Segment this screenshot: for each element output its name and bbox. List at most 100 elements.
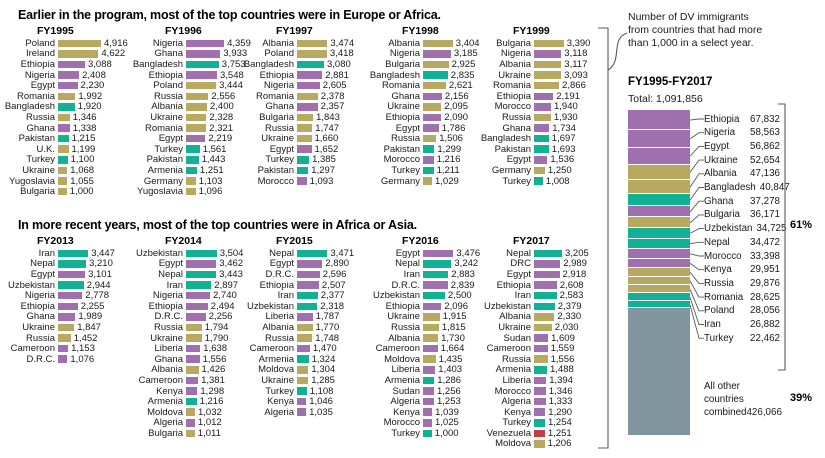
country-bar [186, 39, 225, 48]
country-label: Algeria [390, 396, 420, 408]
bar-row: Poland 3,444 [128, 80, 242, 91]
country-value: 1,076 [70, 353, 95, 365]
country-label: Cameroon [138, 374, 183, 386]
bar-row: Ethiopia 3,088 [0, 59, 128, 70]
country-bar [58, 323, 75, 332]
bar-row: Bulgaria 2,925 [365, 59, 476, 70]
country-bar [186, 291, 210, 300]
country-value: 1,664 [440, 343, 465, 355]
stack-segment-ukraine [628, 164, 690, 181]
country-bar [58, 249, 89, 258]
country-value: 1,100 [70, 154, 95, 166]
bar-row: Uzbekistan 2,379 [476, 301, 592, 312]
chart-fy2017: FY2017 Nepal 3,205 DRC 2,989 Egypt 2,918 Ethiop… [476, 235, 592, 449]
country-bar [297, 376, 309, 385]
country-value: 1,000 [434, 427, 459, 439]
bar-row: Nigeria 2,605 [239, 80, 365, 91]
country-value: 1,940 [554, 101, 578, 113]
country-label: Uzbekistan [373, 290, 420, 302]
bar-row: Ghana 1,338 [0, 123, 128, 134]
country-bar [423, 344, 438, 353]
country-value: 1,346 [72, 111, 97, 123]
chart-fy1995: FY1995 Poland 4,916 Ireland 4,622 Ethiopia 3,0… [0, 25, 128, 197]
country-value: 3,548 [220, 69, 244, 81]
country-value: 3,242 [454, 258, 479, 270]
country-value: 1,253 [437, 396, 461, 408]
country-value: 1,032 [198, 406, 222, 418]
country-bar [58, 344, 69, 353]
country-bar [58, 60, 85, 69]
bar-row: Bulgaria 3,390 [476, 38, 592, 49]
bar-row: Moldova 1,032 [128, 407, 239, 418]
country-value: 1,216 [199, 396, 224, 408]
country-label: Uzbekistan [484, 300, 531, 312]
stack-label-row: Ukraine 52,654 [704, 154, 780, 166]
country-value: 2,377 [320, 290, 345, 302]
bar-row: Egypt 3,476 [365, 248, 480, 259]
country-value: 3,474 [330, 37, 355, 49]
country-bar [297, 156, 310, 164]
bar-row: Ethiopia 2,191 [476, 91, 592, 102]
bar-row: Albania 1,770 [239, 322, 365, 333]
bar-row: Ethiopia 2,255 [0, 301, 128, 312]
country-label: Albania [388, 37, 420, 49]
country-bar [423, 323, 439, 332]
country-value: 1,660 [314, 133, 339, 145]
country-value: 1,748 [315, 332, 340, 344]
stack-country-label: Poland [704, 305, 735, 317]
stack-label-row: Poland 28,056 [704, 305, 780, 317]
bar-row: Morocco 1,940 [476, 101, 592, 113]
bar-row: Iran 2,377 [239, 290, 365, 301]
annotation-line: than 1,000 in a select year. [628, 37, 754, 49]
country-value: 3,476 [456, 247, 481, 259]
country-label: Armenia [147, 396, 183, 408]
chart-fy2014: FY2014 Uzbekistan 3,504 Egypt 3,462 Nepal 3,44… [128, 235, 243, 439]
country-value: 1,093 [309, 175, 334, 187]
country-value: 1,068 [70, 164, 95, 176]
country-bar [58, 71, 80, 79]
summary-period-label: FY1995-FY2017 [628, 76, 713, 88]
country-label: Turkey [154, 143, 183, 155]
stack-segment-iran [628, 293, 690, 302]
bar-row: Romania 1,992 [0, 91, 128, 102]
country-value: 1,394 [549, 374, 573, 386]
country-value: 3,210 [89, 258, 113, 270]
country-label: Albania [151, 101, 183, 113]
country-label: D.R.C. [26, 353, 56, 365]
chart-fy1996: FY1996 Nigeria 4,359 Ghana 3,933 Bangladesh 3,… [128, 25, 251, 197]
country-bar [423, 419, 432, 427]
bar-row: Ethiopia 2,608 [476, 280, 592, 291]
country-value: 3,118 [564, 48, 588, 60]
country-bar [58, 177, 68, 185]
country-value: 2,256 [208, 311, 233, 323]
country-bar [186, 60, 219, 69]
stack-label-row: Nigeria 58,563 [704, 127, 780, 139]
country-label: Ethiopia [385, 300, 420, 312]
country-value: 1,488 [550, 364, 574, 376]
country-label: Moldova [384, 353, 420, 365]
country-value: 2,090 [444, 111, 469, 123]
country-value: 1,770 [315, 321, 340, 333]
stack-country-value: 28,625 [750, 291, 780, 303]
stack-country-value: 22,462 [750, 332, 780, 344]
country-value: 1,304 [311, 364, 336, 376]
country-label: Uzbekistan [136, 247, 183, 259]
country-label: Kenya [504, 406, 531, 418]
stack-country-label: Iran [704, 319, 721, 330]
country-label: Nigeria [389, 48, 420, 60]
bar-row: Kenya 1,039 [365, 407, 476, 418]
country-bar [423, 60, 449, 69]
country-label: Ireland [25, 48, 55, 60]
bar-row: Turkey 1,100 [0, 154, 128, 166]
bar-row: Germany 1,250 [476, 165, 592, 176]
country-bar [534, 355, 548, 363]
country-bar [423, 291, 445, 300]
stack-segment-ethiopia [628, 110, 690, 131]
stack-country-label: Egypt [704, 140, 730, 152]
bar-row: Russia 1,794 [128, 322, 239, 333]
bar-row: Poland 4,916 [0, 38, 128, 49]
country-bar [423, 302, 442, 311]
bar-row: Armenia 1,216 [128, 396, 239, 407]
country-value: 3,504 [219, 247, 244, 259]
country-value: 3,404 [455, 37, 480, 49]
